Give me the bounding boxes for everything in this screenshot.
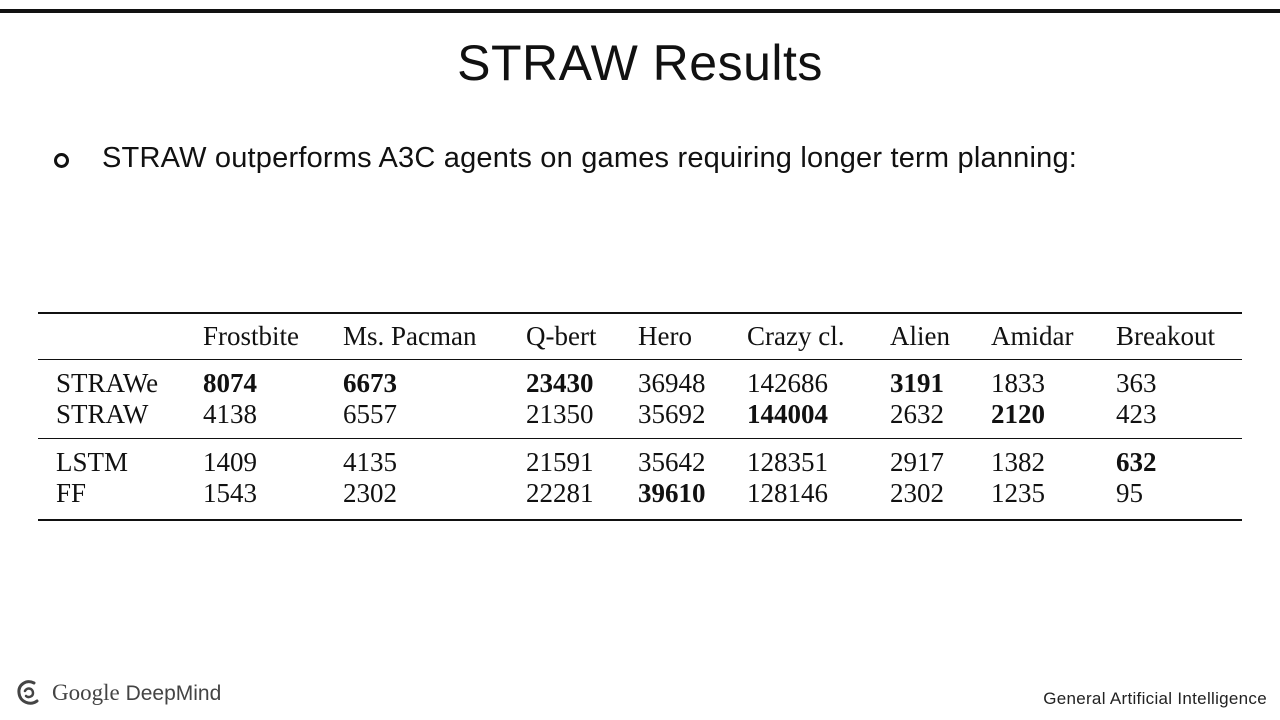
table-cell: 1409 <box>203 446 257 477</box>
google-deepmind-logo: Google DeepMind <box>14 677 221 709</box>
header-cell: Hero <box>638 313 747 360</box>
table-cell: 36948 <box>638 367 706 398</box>
table-group-straw: STRAWe 8074 6673 23430 36948 142686 3191… <box>38 359 1242 439</box>
table-cell: 1382 <box>991 446 1045 477</box>
table-cell: 95 <box>1116 477 1143 508</box>
top-rule <box>0 9 1280 13</box>
logo-deepmind-text: DeepMind <box>125 682 222 705</box>
table-cell: 2302 <box>343 477 397 508</box>
table-cell: 4138 <box>203 398 343 439</box>
table-group-baselines: LSTM 1409 4135 21591 35642 128351 2917 1… <box>38 438 1242 520</box>
table-cell: 22281 <box>526 477 594 508</box>
table-cell: 144004 <box>747 398 890 439</box>
table-cell: 23430 <box>526 367 594 398</box>
table-cell: 2632 <box>890 398 991 439</box>
table-cell: 3191 <box>890 367 944 398</box>
table-header-row: Frostbite Ms. Pacman Q-bert Hero Crazy c… <box>38 313 1242 360</box>
header-cell <box>38 313 203 360</box>
table-cell: 39610 <box>638 477 706 508</box>
table-row: STRAW 4138 6557 21350 35692 144004 2632 … <box>38 398 1242 439</box>
table-cell: 6557 <box>343 398 526 439</box>
bullet-circle-icon <box>54 153 69 168</box>
logo-google-text: Google <box>52 680 120 705</box>
table-cell: 4135 <box>343 446 397 477</box>
table-cell: 128146 <box>747 477 828 508</box>
deepmind-swirl-icon <box>17 680 39 705</box>
table-cell: 35642 <box>638 446 706 477</box>
table-cell: 8074 <box>203 367 257 398</box>
table-cell: 35692 <box>638 398 747 439</box>
table-cell: 128351 <box>747 446 828 477</box>
header-cell: Q-bert <box>526 313 638 360</box>
bullet-item: STRAW outperforms A3C agents on games re… <box>54 142 1077 175</box>
table-row: STRAWe 8074 6673 23430 36948 142686 3191… <box>38 359 1242 399</box>
row-label: STRAWe <box>56 367 159 398</box>
results-table: Frostbite Ms. Pacman Q-bert Hero Crazy c… <box>38 312 1242 521</box>
table-cell: 6673 <box>343 367 397 398</box>
table-cell: 21350 <box>526 398 638 439</box>
header-cell: Amidar <box>991 313 1116 360</box>
header-cell: Alien <box>890 313 991 360</box>
header-cell: Breakout <box>1116 313 1242 360</box>
table-cell: 21591 <box>526 446 594 477</box>
row-label: FF <box>56 477 87 508</box>
table-cell: 363 <box>1116 367 1157 398</box>
table-cell: 2302 <box>890 477 944 508</box>
bullet-text: STRAW outperforms A3C agents on games re… <box>102 142 1078 174</box>
row-label: STRAW <box>38 398 203 439</box>
table-cell: 632 <box>1116 446 1157 477</box>
header-cell: Crazy cl. <box>747 313 890 360</box>
table-cell: 2120 <box>991 398 1116 439</box>
table-cell: 1833 <box>991 367 1045 398</box>
header-cell: Frostbite <box>203 313 343 360</box>
row-label: LSTM <box>56 446 129 477</box>
table-cell: 1543 <box>203 477 257 508</box>
table-cell: 423 <box>1116 398 1242 439</box>
table-cell: 142686 <box>747 367 828 398</box>
table-row: FF 1543 2302 22281 39610 128146 2302 123… <box>38 478 1242 520</box>
slide-title: STRAW Results <box>457 35 823 91</box>
table-cell: 2917 <box>890 446 944 477</box>
footer-tagline: General Artificial Intelligence <box>1043 689 1267 708</box>
table-cell: 1235 <box>991 477 1045 508</box>
header-cell: Ms. Pacman <box>343 313 526 360</box>
table-row: LSTM 1409 4135 21591 35642 128351 2917 1… <box>38 438 1242 478</box>
